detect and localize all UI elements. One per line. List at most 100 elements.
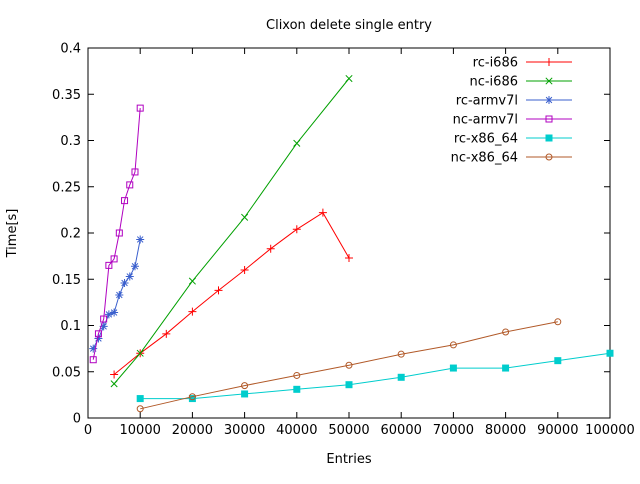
marker-asterisk: [130, 262, 139, 271]
x-tick-label: 90000: [537, 423, 578, 438]
marker-square-open: [100, 315, 108, 323]
x-tick-label: 60000: [381, 423, 422, 438]
marker-plus: [188, 307, 197, 316]
x-tick-label: 30000: [224, 423, 265, 438]
y-tick-label: 0.2: [60, 227, 81, 242]
marker-circle-open: [397, 350, 405, 358]
series-nc-x86_64: [136, 318, 562, 413]
x-tick-label: 70000: [433, 423, 474, 438]
marker-square-filled: [606, 349, 614, 357]
marker-square-open: [115, 229, 123, 237]
marker-asterisk: [115, 290, 124, 299]
marker-asterisk: [110, 308, 119, 317]
marker-asterisk: [136, 235, 145, 244]
marker-square-filled: [554, 357, 562, 365]
x-tick-label: 40000: [276, 423, 317, 438]
series-line-rc-i686: [113, 211, 350, 375]
legend-entry-rc-i686: rc-i686: [473, 56, 572, 71]
marker-plus: [266, 244, 275, 253]
series-nc-i686: [110, 74, 353, 388]
legend-label-rc-armv7l: rc-armv7l: [456, 94, 518, 109]
y-tick-label: 0.35: [52, 88, 81, 103]
plot-border: [87, 47, 611, 419]
marker-plus: [345, 253, 353, 262]
marker-asterisk: [125, 272, 134, 281]
series-line-nc-x86_64: [140, 321, 558, 410]
marker-square-open: [94, 330, 102, 338]
marker-square-filled: [188, 395, 196, 403]
marker-plus: [318, 208, 327, 217]
x-tick-label: 50000: [328, 423, 369, 438]
legend-label-rc-i686: rc-i686: [473, 56, 518, 71]
y-tick-label: 0.3: [60, 134, 81, 149]
x-tick-label: 0: [84, 423, 92, 438]
series-rc-x86_64: [136, 349, 614, 403]
x-tick-label: 10000: [120, 423, 161, 438]
marker-asterisk: [89, 344, 98, 353]
marker-square-open: [131, 168, 139, 176]
y-axis-label: Time[s]: [5, 209, 20, 259]
marker-asterisk: [94, 334, 103, 343]
legend-entry-nc-armv7l: nc-armv7l: [453, 113, 572, 128]
x-tick-label: 100000: [585, 423, 635, 438]
legend-entry-nc-x86_64: nc-x86_64: [451, 151, 572, 166]
marker-cross: [545, 77, 553, 85]
legend-label-nc-x86_64: nc-x86_64: [451, 151, 518, 166]
marker-square-filled: [397, 373, 405, 381]
marker-square-open: [121, 197, 129, 205]
marker-plus: [162, 329, 171, 338]
marker-asterisk: [104, 310, 113, 319]
marker-circle-open: [449, 341, 457, 349]
legend-label-rc-x86_64: rc-x86_64: [454, 132, 518, 147]
marker-cross: [110, 380, 118, 388]
y-tick-label: 0.1: [60, 319, 81, 334]
marker-cross: [136, 349, 144, 357]
marker-square-filled: [293, 385, 301, 393]
chart-title: Clixon delete single entry: [266, 18, 432, 33]
marker-circle-open: [241, 382, 249, 390]
y-tick-label: 0.05: [52, 365, 81, 380]
marker-plus: [545, 58, 553, 66]
marker-cross: [241, 213, 249, 221]
marker-square-open: [110, 255, 118, 263]
marker-circle-open: [188, 393, 196, 401]
marker-square-filled: [545, 134, 553, 142]
marker-cross: [345, 74, 353, 83]
y-tick-label: 0.4: [60, 42, 81, 57]
marker-square-open: [105, 261, 113, 269]
series-line-nc-armv7l: [92, 108, 141, 360]
marker-circle-open: [136, 405, 144, 413]
marker-square-filled: [345, 381, 353, 389]
marker-cross: [293, 139, 301, 147]
marker-asterisk: [99, 322, 108, 331]
series-rc-i686: [110, 208, 353, 379]
marker-circle-open: [502, 328, 510, 336]
legend-entry-nc-i686: nc-i686: [469, 75, 572, 90]
marker-square-filled: [502, 364, 510, 372]
plot-area: 0 10000 20000 30000 40000 50000 60000 70000 8000…: [52, 42, 635, 439]
legend-label-nc-armv7l: nc-armv7l: [453, 113, 518, 128]
marker-square-filled: [241, 390, 249, 398]
y-tick-label: 0: [73, 412, 81, 427]
legend-entry-rc-armv7l: rc-armv7l: [456, 94, 572, 109]
marker-square-filled: [136, 395, 144, 403]
series-nc-armv7l: [89, 104, 144, 364]
y-tick-label: 0.15: [52, 273, 81, 288]
marker-circle-open: [293, 371, 301, 379]
x-tick-label: 80000: [485, 423, 526, 438]
marker-asterisk: [545, 96, 553, 104]
marker-square-open: [136, 104, 144, 112]
marker-circle-open: [545, 153, 553, 161]
marker-circle-open: [345, 361, 353, 369]
legend: rc-i686 nc-i686 rc-armv7l nc-armv7l rc-x86_6…: [451, 56, 572, 166]
marker-plus: [110, 370, 119, 379]
legend-entry-rc-x86_64: rc-x86_64: [454, 132, 572, 147]
marker-plus: [214, 286, 223, 295]
y-tick-label: 0.25: [52, 180, 81, 195]
marker-plus: [292, 225, 301, 234]
marker-square-filled: [449, 364, 457, 372]
marker-cross: [188, 277, 196, 285]
x-axis-label: Entries: [326, 452, 372, 467]
marker-square-open: [545, 115, 553, 123]
